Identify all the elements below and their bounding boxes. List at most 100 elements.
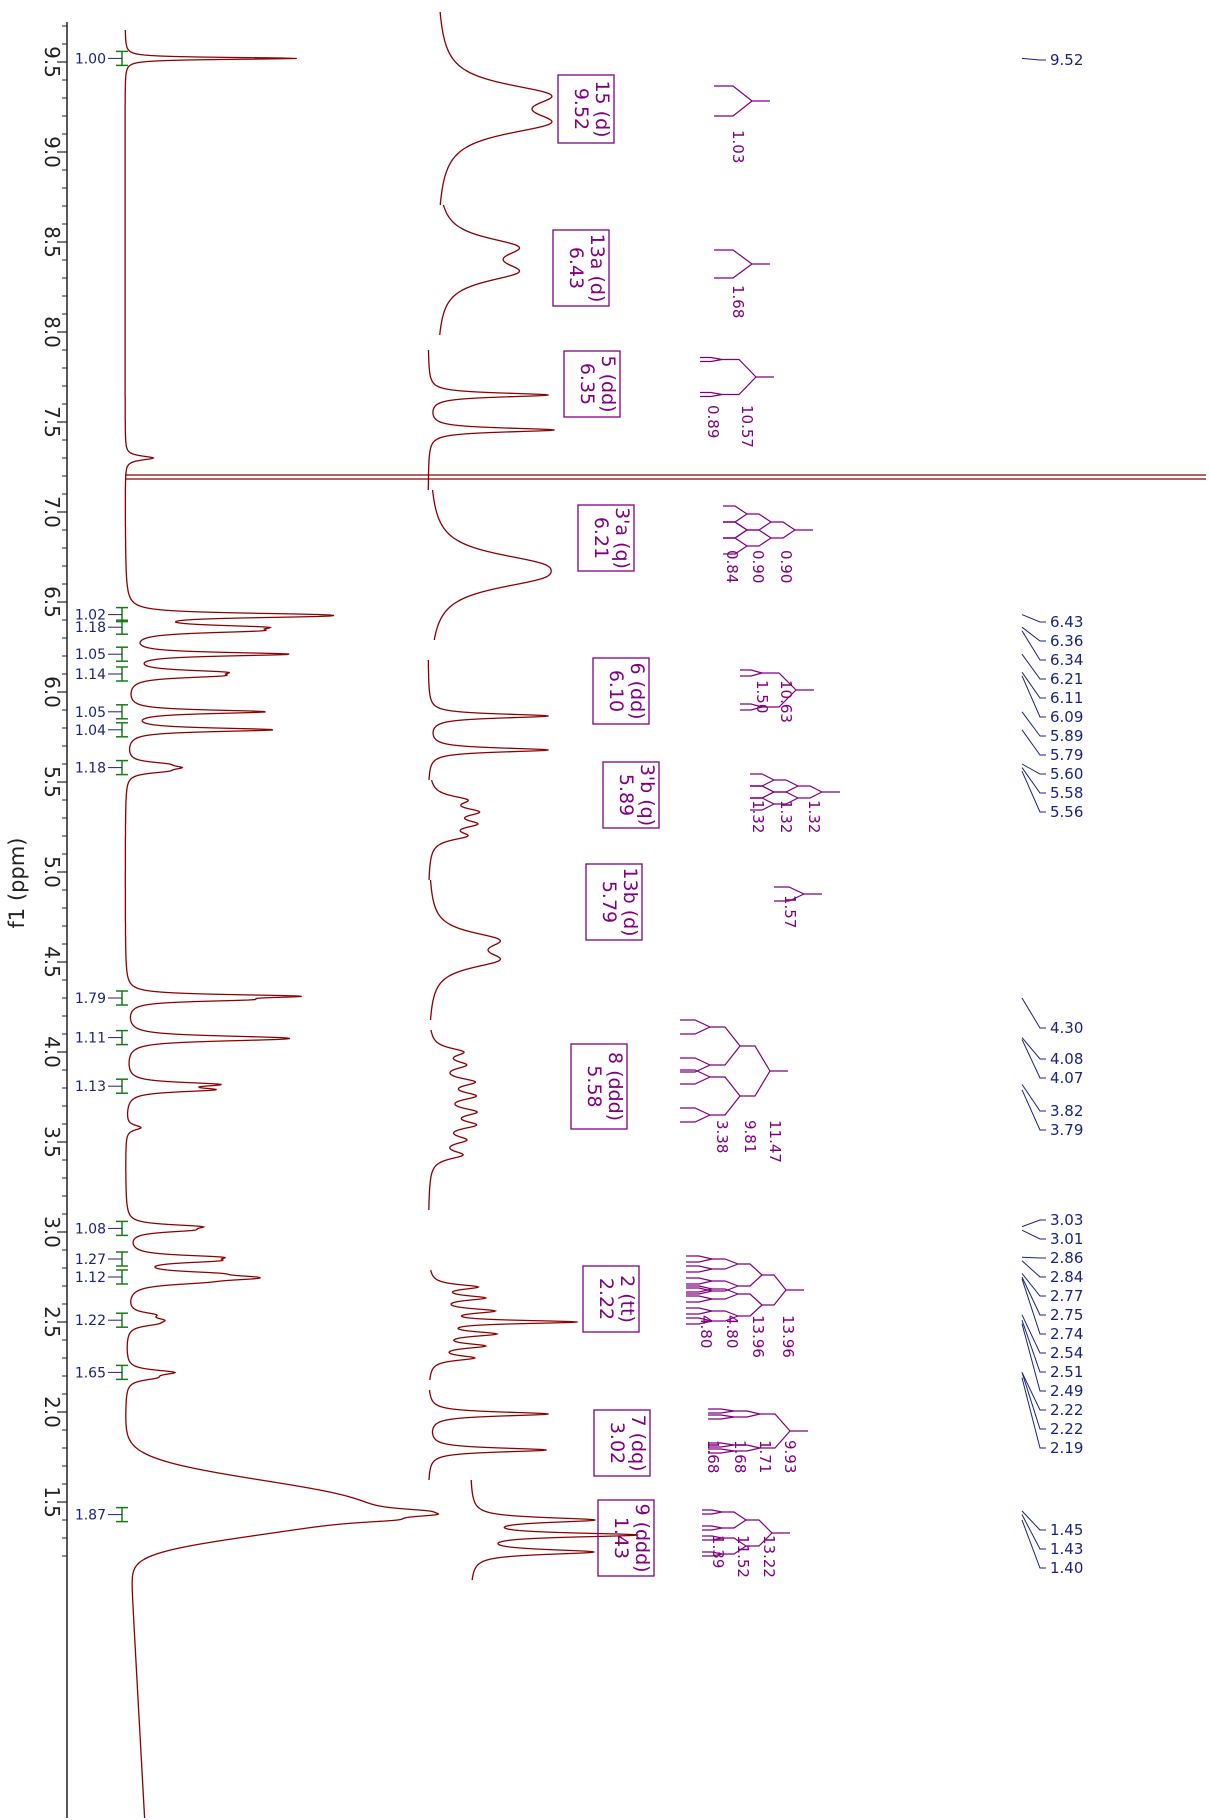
multiplet-group: 6 (dd)6.10 10.63 1.50 — [592, 657, 795, 725]
tick-label: 5.0 — [40, 856, 64, 888]
tree-branch — [686, 1310, 713, 1315]
integral-label: 1.65 — [75, 1365, 106, 1381]
peak-leader — [1021, 763, 1046, 775]
multiplet-label: 13b (d) — [619, 867, 641, 936]
peak-label: 3.82 — [1050, 1102, 1083, 1120]
coupling-constant: 10.63 — [777, 680, 795, 723]
tree-branch — [712, 1310, 739, 1317]
tick-label: 7.5 — [40, 406, 64, 438]
tree-branch — [774, 886, 805, 895]
tick-label: 9.5 — [40, 46, 64, 78]
tree-branch — [702, 1509, 723, 1513]
tree-branch — [710, 1045, 741, 1066]
peak-leader — [1021, 1276, 1046, 1316]
multiplet-tree-9 — [702, 1509, 790, 1557]
tree-branch — [738, 1274, 763, 1287]
coupling-constant: 0.90 — [749, 550, 767, 583]
multiplet-tree-3pa — [723, 505, 813, 555]
multiplet-box — [593, 1409, 651, 1477]
coupling-constant: 10.57 — [738, 405, 756, 448]
integral-layer: 1.001.021.181.051.141.051.041.181.791.11… — [75, 50, 128, 1524]
tree-branch — [712, 1285, 739, 1292]
tree-branch — [747, 513, 772, 523]
peak-label: 4.07 — [1050, 1069, 1083, 1087]
tree-branch — [712, 1263, 739, 1270]
tree-branch — [734, 1444, 761, 1449]
tree-branch — [740, 672, 763, 677]
tree-branch — [723, 513, 748, 523]
coupling-constant: 13.96 — [749, 1315, 767, 1358]
tree-branch — [722, 1511, 747, 1521]
multiplet-box — [585, 863, 643, 941]
peak-label: 2.19 — [1050, 1439, 1083, 1457]
tree-branch — [750, 785, 775, 793]
tree-branch — [702, 1535, 723, 1539]
tree-branch — [723, 545, 748, 555]
tree-branch — [680, 1057, 711, 1066]
zoom-trace-3pa — [431, 490, 552, 641]
tick-label: 2.0 — [40, 1396, 64, 1428]
peak-label: 5.89 — [1050, 727, 1083, 745]
tree-branch — [738, 1304, 763, 1317]
tree-branch — [686, 1277, 713, 1282]
peak-label: 5.58 — [1050, 784, 1083, 802]
multiplet-label: 15 (d) — [591, 80, 613, 137]
tick-label: 3.0 — [40, 1216, 64, 1248]
tree-branch — [722, 358, 757, 378]
tree-branch — [686, 1265, 713, 1270]
peak-leader — [1021, 1089, 1046, 1131]
tree-branch — [722, 1545, 747, 1555]
tree-branch — [738, 1293, 763, 1306]
multiplet-label: 3'b (q) — [636, 764, 658, 826]
multiplet-shift: 6.43 — [565, 247, 587, 289]
tree-branch — [680, 1064, 711, 1073]
multiplet-group: 5 (dd)6.35 10.57 0.89 — [563, 350, 756, 448]
peak-label: 6.21 — [1050, 670, 1083, 688]
multiplet-label: 7 (dq) — [627, 1414, 649, 1471]
multiplet-label: 13a (d) — [586, 234, 608, 303]
coupling-constant: 1.68 — [704, 1440, 722, 1473]
coupling-constant: 1.68 — [729, 285, 747, 318]
tree-branch — [750, 791, 775, 799]
peak-leader — [1021, 630, 1046, 661]
zoom-trace-13a — [439, 204, 521, 336]
peak-leader — [1021, 1260, 1046, 1278]
integral-label: 1.05 — [75, 647, 106, 663]
tick-label: 5.5 — [40, 766, 64, 798]
tree-branch — [762, 689, 797, 708]
coupling-constant: 1.50 — [753, 680, 771, 713]
peak-leader — [1021, 729, 1046, 756]
tick-label: 3.5 — [40, 1126, 64, 1158]
tree-branch — [708, 1410, 735, 1414]
peak-leader — [1021, 1229, 1046, 1240]
tree-branch — [722, 1537, 747, 1547]
peak-label: 2.22 — [1050, 1420, 1083, 1438]
tick-label: 2.5 — [40, 1306, 64, 1338]
peak-leader — [1021, 1278, 1046, 1335]
tree-branch — [774, 791, 799, 799]
tree-branch — [686, 1268, 713, 1273]
tree-branch — [750, 785, 775, 793]
tree-branch — [738, 1263, 763, 1276]
peak-leader — [1021, 1510, 1046, 1531]
coupling-constant: 13.96 — [779, 1315, 797, 1358]
tree-branch — [686, 1255, 713, 1260]
tick-label: 9.0 — [40, 136, 64, 168]
tree-branch — [712, 1280, 739, 1287]
multiplet-label: 9 (ddd) — [631, 1503, 653, 1572]
tree-branch — [723, 521, 748, 531]
tree-branch — [760, 1413, 791, 1432]
tree-branch — [700, 356, 723, 361]
tree-branch — [714, 249, 753, 265]
multiplet-shift: 9.52 — [570, 88, 592, 130]
tree-branch — [750, 797, 775, 805]
tree-branch — [740, 706, 763, 711]
tree-branch — [708, 1442, 735, 1446]
coupling-constant: 1.71 — [756, 1440, 774, 1473]
peak-leader — [1021, 770, 1046, 813]
tick-label: 6.0 — [40, 676, 64, 708]
tree-branch — [686, 1280, 713, 1285]
tree-branch — [798, 791, 823, 799]
multiplet-label: 5 (dd) — [597, 355, 619, 412]
spectrum-trace — [124, 30, 440, 1818]
